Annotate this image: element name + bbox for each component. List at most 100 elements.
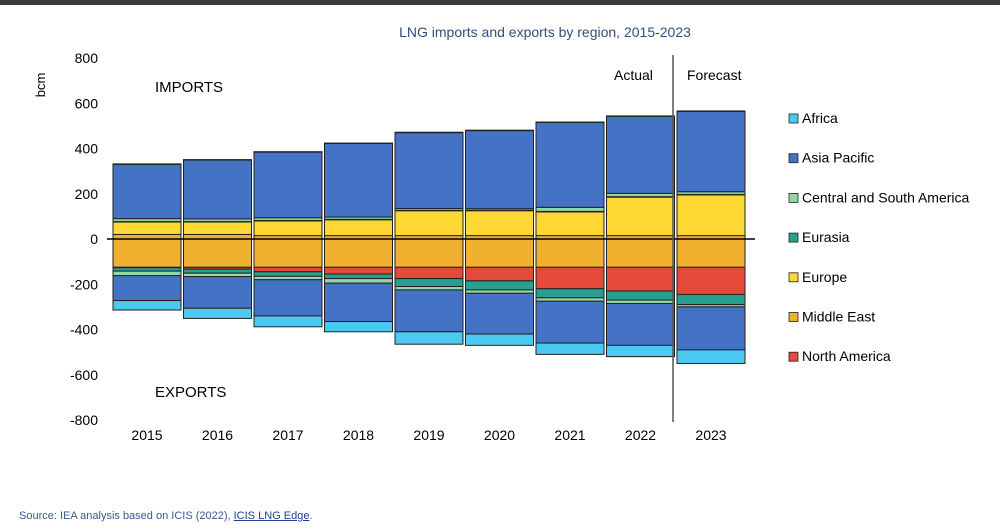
bar-import-europe xyxy=(253,220,323,237)
y-tick-label: 800 xyxy=(75,50,99,66)
y-tick-label: 600 xyxy=(75,95,99,111)
bar-import-asia-pacific xyxy=(253,151,323,219)
bar-import-central-and-south-america xyxy=(535,206,605,212)
bar-export-asia-pacific xyxy=(676,306,746,351)
legend-swatch xyxy=(788,113,799,124)
y-tick-label: -400 xyxy=(70,322,98,338)
bar-export-north-america xyxy=(606,266,675,292)
bar-export-asia-pacific xyxy=(183,276,252,309)
bar-export-middle-east xyxy=(253,238,323,268)
bar-export-eurasia xyxy=(112,267,182,272)
bar-export-eurasia xyxy=(606,290,675,301)
bar-import-asia-pacific xyxy=(112,163,182,220)
x-tick-label: 2022 xyxy=(625,427,656,443)
legend-label: Africa xyxy=(802,110,838,126)
bar-export-middle-east xyxy=(183,238,252,268)
bar-export-middle-east xyxy=(112,238,182,268)
x-tick-label: 2019 xyxy=(413,427,444,443)
bar-import-europe xyxy=(394,210,464,237)
y-axis-label: bcm xyxy=(33,73,48,98)
bar-export-north-america xyxy=(324,266,393,275)
bar-export-central-and-south-america xyxy=(465,289,534,294)
legend-label: Asia Pacific xyxy=(802,150,874,166)
bar-export-central-and-south-america xyxy=(324,278,393,284)
legend-swatch xyxy=(788,153,799,164)
bar-export-africa xyxy=(394,331,464,345)
legend-swatch xyxy=(788,272,799,283)
bar-import-europe xyxy=(112,221,182,235)
bar-export-eurasia xyxy=(253,271,323,277)
chart-title: LNG imports and exports by region, 2015-… xyxy=(399,24,691,40)
bar-export-eurasia xyxy=(535,288,605,299)
y-axis-ticks: 800 600 400 200 0 -200 -400 -600 -800 xyxy=(70,50,98,428)
legend-swatch xyxy=(788,192,799,203)
bar-export-central-and-south-america xyxy=(606,299,675,304)
bar-export-middle-east xyxy=(394,238,464,268)
bar-export-north-america xyxy=(676,266,746,295)
bar-series xyxy=(112,110,746,364)
lng-chart: LNG imports and exports by region, 2015-… xyxy=(33,24,970,443)
bar-export-africa xyxy=(676,349,746,364)
bar-import-asia-pacific xyxy=(324,143,393,218)
bar-import-europe xyxy=(324,219,393,237)
bar-export-eurasia xyxy=(183,268,252,274)
legend: Africa Asia Pacific Central and South Amer… xyxy=(788,110,970,364)
bar-export-north-america xyxy=(394,266,464,280)
imports-label: IMPORTS xyxy=(155,79,223,96)
bar-export-north-america xyxy=(253,266,323,273)
bar-export-central-and-south-america xyxy=(112,270,182,277)
forecast-label: Forecast xyxy=(687,67,742,83)
legend-swatch xyxy=(788,232,799,243)
bar-export-eurasia xyxy=(465,280,534,291)
bar-export-africa xyxy=(324,321,393,333)
bar-export-central-and-south-america xyxy=(394,286,464,291)
bar-export-africa xyxy=(606,344,675,358)
bar-export-middle-east xyxy=(535,238,605,268)
bar-import-asia-pacific xyxy=(394,132,464,209)
bar-import-asia-pacific xyxy=(183,159,252,220)
x-tick-label: 2021 xyxy=(554,427,585,443)
bar-import-europe xyxy=(183,221,252,235)
bar-import-asia-pacific xyxy=(465,130,534,210)
bar-import-asia-pacific xyxy=(676,110,746,193)
x-tick-label: 2023 xyxy=(695,427,726,443)
legend-label: Eurasia xyxy=(802,229,850,245)
source-prefix: Source: IEA analysis based on ICIS (2022… xyxy=(19,510,234,522)
bar-export-asia-pacific xyxy=(112,275,182,302)
x-tick-label: 2015 xyxy=(131,427,162,443)
source-link[interactable]: ICIS LNG Edge xyxy=(233,510,310,522)
bar-export-africa xyxy=(465,333,534,346)
bar-export-asia-pacific xyxy=(324,282,393,323)
bar-import-europe xyxy=(535,211,605,237)
bar-export-middle-east xyxy=(676,238,746,268)
bar-export-africa xyxy=(253,315,323,328)
legend-label: Central and South America xyxy=(802,189,970,205)
x-axis-ticks: 2015 2016 2017 2018 2019 2020 2021 2022 2023 xyxy=(131,427,726,443)
x-tick-label: 2017 xyxy=(272,427,303,443)
bar-export-middle-east xyxy=(324,238,393,268)
bar-import-central-and-south-america xyxy=(606,192,675,198)
bar-import-asia-pacific xyxy=(535,121,605,208)
bar-export-north-america xyxy=(535,266,605,290)
bar-import-europe xyxy=(465,210,534,237)
bar-export-north-america xyxy=(465,266,534,282)
y-tick-label: -200 xyxy=(70,276,98,292)
bar-import-europe xyxy=(606,196,675,237)
bar-export-africa xyxy=(183,307,252,319)
bar-export-eurasia xyxy=(324,273,393,280)
source-note: Source: IEA analysis based on ICIS (2022… xyxy=(19,510,313,522)
bar-import-europe xyxy=(676,194,746,237)
legend-swatch xyxy=(788,312,799,322)
y-tick-label: -600 xyxy=(70,367,98,383)
source-suffix: . xyxy=(309,510,313,522)
bar-export-asia-pacific xyxy=(465,292,534,335)
x-tick-label: 2018 xyxy=(343,427,374,443)
bar-export-eurasia xyxy=(676,293,746,306)
bar-import-asia-pacific xyxy=(606,115,675,194)
y-tick-label: -800 xyxy=(70,412,98,428)
bar-export-middle-east xyxy=(606,238,675,268)
legend-label: North America xyxy=(802,348,891,364)
bar-export-central-and-south-america xyxy=(535,297,605,302)
top-border-bar xyxy=(0,0,1000,5)
bar-export-africa xyxy=(112,300,182,311)
